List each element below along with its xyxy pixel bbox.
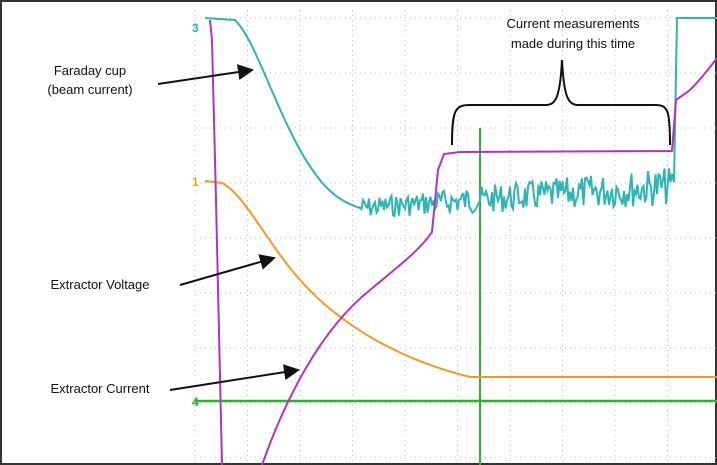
arrows	[157, 59, 671, 391]
faraday-cup-trace	[204, 17, 717, 218]
channel-marker: 3	[192, 21, 199, 35]
label: made during this time	[511, 36, 635, 51]
label: Extractor Voltage	[51, 277, 150, 292]
label: Extractor Current	[51, 381, 150, 396]
channel-marker: 1	[192, 175, 199, 189]
label: Faraday cup	[54, 63, 126, 78]
label: Current measurements	[507, 16, 640, 31]
channel-marker: 4	[192, 395, 199, 409]
extractor-current-trace	[209, 19, 717, 465]
label: (beam current)	[47, 82, 132, 97]
brace	[451, 59, 671, 146]
extractor-voltage-trace	[204, 180, 717, 378]
